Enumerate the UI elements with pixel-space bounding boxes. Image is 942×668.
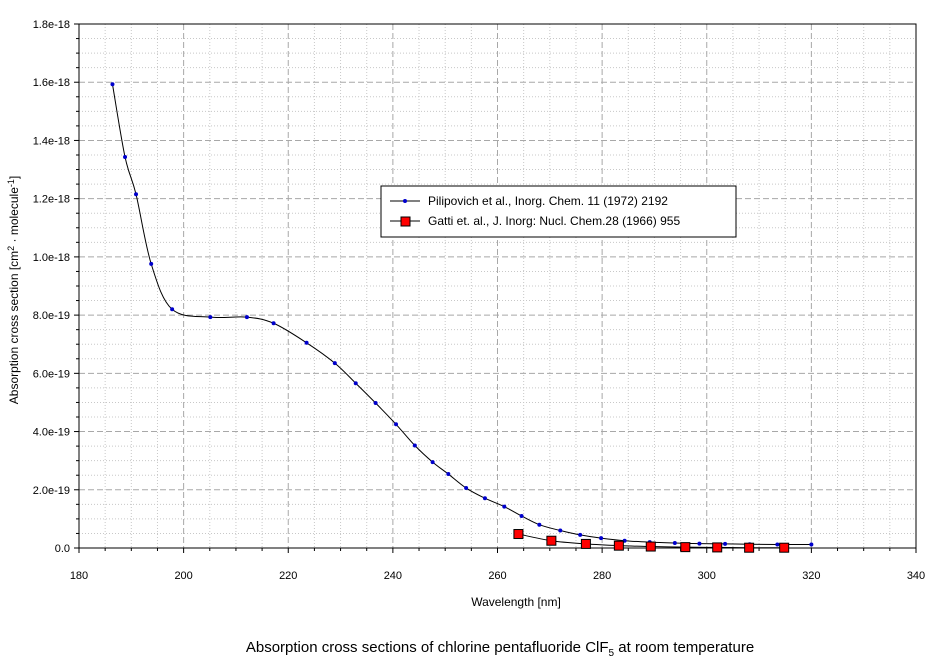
data-point [712, 542, 723, 553]
data-point [134, 192, 139, 197]
x-tick-label: 300 [698, 570, 716, 582]
data-point [271, 321, 276, 326]
data-point [446, 472, 451, 477]
x-tick-label: 240 [384, 570, 402, 582]
chart-caption: Absorption cross sections of chlorine pe… [245, 639, 755, 659]
data-point [697, 541, 702, 546]
data-point [110, 82, 115, 87]
x-tick-label: 200 [174, 570, 192, 582]
y-tick-label: 4.0e-19 [33, 427, 70, 439]
x-tick-label: 340 [907, 570, 925, 582]
data-point [464, 486, 469, 491]
data-point [430, 460, 435, 465]
x-tick-label: 260 [488, 570, 506, 582]
data-point [394, 422, 399, 427]
axis-ticks: 180 200 220 240 260 280 300 320 340 0.0 2.0e-19 4.0… [33, 19, 925, 582]
data-point [672, 541, 677, 546]
data-point [546, 535, 557, 546]
y-tick-label: 6.0e-19 [33, 368, 70, 380]
y-tick-label: 1.4e-18 [33, 135, 70, 147]
data-point [645, 541, 656, 552]
y-tick-label: 1.0e-18 [33, 252, 70, 264]
x-tick-label: 220 [279, 570, 297, 582]
grid [79, 24, 916, 548]
data-point [170, 307, 175, 312]
x-axis-label: Wavelength [nm] [471, 595, 561, 609]
data-point [775, 542, 780, 547]
y-tick-label: 1.8e-18 [33, 19, 70, 31]
series-1 [513, 529, 790, 553]
y-tick-label: 0.0 [55, 543, 70, 555]
legend-marker-pilipovich [403, 199, 407, 203]
data-point [519, 513, 524, 518]
data-point [558, 528, 563, 533]
y-tick-label: 2.0e-19 [33, 485, 70, 497]
data-point [502, 504, 507, 509]
x-tick-label: 180 [70, 570, 88, 582]
legend-marker-gatti [400, 216, 411, 227]
data-point [580, 538, 591, 549]
data-point [578, 532, 583, 537]
y-tick-label: 8.0e-19 [33, 310, 70, 322]
legend: Pilipovich et al., Inorg. Chem. 11 (1972… [380, 185, 737, 238]
series [110, 82, 814, 553]
x-tick-label: 280 [593, 570, 611, 582]
legend-box [380, 185, 737, 238]
data-point [149, 261, 154, 266]
legend-label-gatti: Gatti et. al., J. Inorg: Nucl. Chem.28 (… [428, 214, 680, 228]
y-axis-label: Absorption cross section [cm2 · molecule… [6, 176, 21, 404]
y-tick-label: 1.6e-18 [33, 77, 70, 89]
data-point [412, 443, 417, 448]
data-point [208, 315, 213, 320]
data-point [723, 541, 728, 546]
y-tick-label: 1.2e-18 [33, 194, 70, 206]
data-point [123, 155, 128, 160]
data-point [513, 529, 524, 540]
data-point [779, 542, 790, 553]
legend-label-pilipovich: Pilipovich et al., Inorg. Chem. 11 (1972… [428, 194, 668, 208]
data-point [599, 536, 604, 541]
x-tick-label: 320 [802, 570, 820, 582]
data-point [744, 542, 755, 553]
data-point [537, 522, 542, 527]
data-point [304, 340, 309, 345]
data-point [680, 542, 691, 553]
data-point [482, 496, 487, 501]
data-point [373, 401, 378, 406]
data-point [809, 542, 814, 547]
data-point [613, 540, 624, 551]
data-point [353, 381, 358, 386]
data-point [244, 315, 249, 320]
data-point [332, 361, 337, 366]
